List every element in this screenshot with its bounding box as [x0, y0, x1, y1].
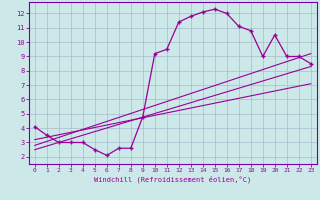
X-axis label: Windchill (Refroidissement éolien,°C): Windchill (Refroidissement éolien,°C)	[94, 176, 252, 183]
